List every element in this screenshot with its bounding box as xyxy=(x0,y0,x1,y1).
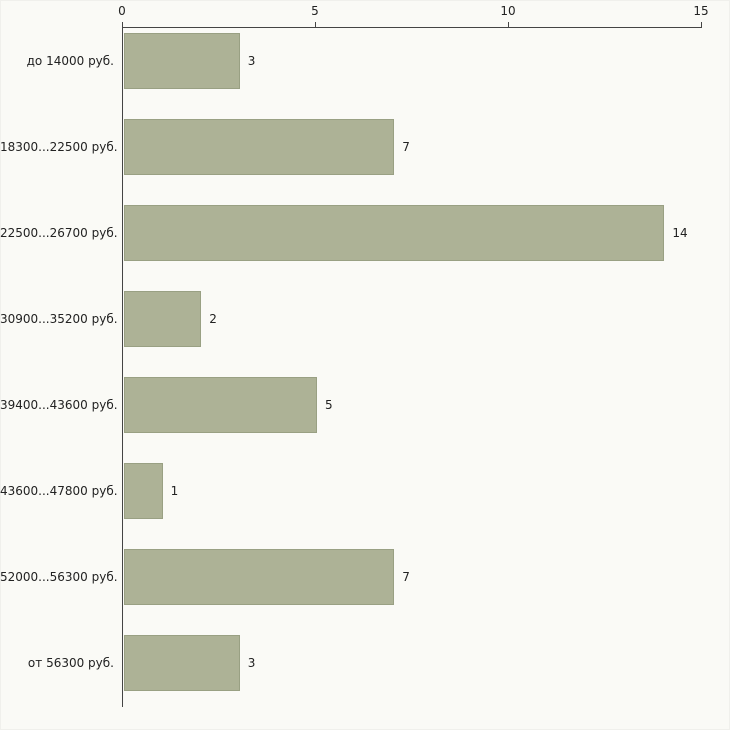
bar xyxy=(124,377,317,433)
category-label: 43600...47800 руб. xyxy=(0,484,118,498)
chart-row: 39400...43600 руб. 5 xyxy=(0,362,730,448)
bar xyxy=(124,119,395,175)
axis-tick-label: 15 xyxy=(693,4,709,18)
category-label: 52000...56300 руб. xyxy=(0,570,118,584)
category-label: 39400...43600 руб. xyxy=(0,398,118,412)
bar xyxy=(124,33,240,89)
value-label: 7 xyxy=(402,570,410,584)
bar xyxy=(124,205,665,261)
bar-track: 2 xyxy=(124,276,703,362)
bar xyxy=(124,291,202,347)
bar-track: 14 xyxy=(124,190,703,276)
bar-rows: до 14000 руб. 3 18300...22500 руб. 7 22500..… xyxy=(0,18,730,706)
chart-row: 30900...35200 руб. 2 xyxy=(0,276,730,362)
value-label: 1 xyxy=(170,484,179,498)
bar xyxy=(124,635,240,691)
axis-tick xyxy=(508,22,509,27)
bar xyxy=(124,463,163,519)
category-label: 18300...22500 руб. xyxy=(0,140,118,154)
axis-tick xyxy=(701,22,702,27)
bar-track: 5 xyxy=(124,362,703,448)
axis-tick xyxy=(315,22,316,27)
category-label: до 14000 руб. xyxy=(26,54,114,68)
chart-row: от 56300 руб. 3 xyxy=(0,620,730,706)
value-label: 7 xyxy=(402,140,410,154)
x-axis-ticks: 0 5 10 15 xyxy=(118,0,709,27)
value-label: 3 xyxy=(247,656,256,670)
bar-track: 3 xyxy=(124,620,703,706)
chart-row: 22500...26700 руб. 14 xyxy=(0,190,730,276)
value-label: 14 xyxy=(672,226,688,240)
bar-track: 3 xyxy=(124,18,703,104)
bar-track: 7 xyxy=(124,534,703,620)
axis-tick-label: 5 xyxy=(311,4,319,18)
chart-row: 52000...56300 руб. 7 xyxy=(0,534,730,620)
chart-row: до 14000 руб. 3 xyxy=(0,18,730,104)
x-axis-line xyxy=(122,27,702,28)
axis-tick-label: 10 xyxy=(500,4,516,18)
value-label: 2 xyxy=(209,312,217,326)
value-label: 5 xyxy=(325,398,333,412)
bar xyxy=(124,549,395,605)
bar-track: 1 xyxy=(124,448,703,534)
axis-tick-label: 0 xyxy=(118,4,126,18)
value-label: 3 xyxy=(247,54,256,68)
chart-row: 18300...22500 руб. 7 xyxy=(0,104,730,190)
axis-tick xyxy=(122,22,123,27)
y-axis-line xyxy=(122,27,123,707)
category-label: от 56300 руб. xyxy=(27,656,114,670)
chart-row: 43600...47800 руб. 1 xyxy=(0,448,730,534)
category-label: 30900...35200 руб. xyxy=(0,312,118,326)
bar-track: 7 xyxy=(124,104,703,190)
category-label: 22500...26700 руб. xyxy=(0,226,118,240)
